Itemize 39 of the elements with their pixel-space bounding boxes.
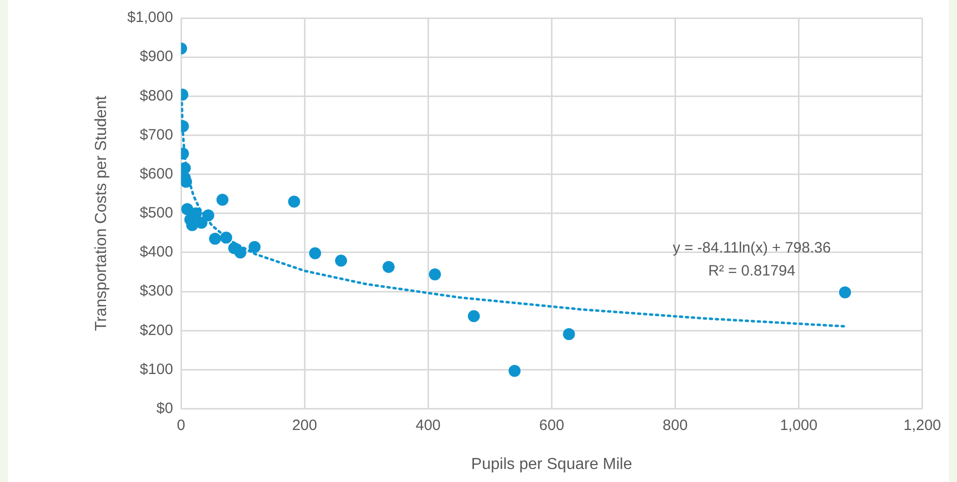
point — [216, 194, 228, 206]
y-tick-label: $1,000 — [127, 9, 174, 26]
x-tick-label: 800 — [662, 416, 688, 434]
y-tick-label: $600 — [140, 165, 174, 182]
x-tick-label: 400 — [416, 416, 441, 434]
point — [288, 196, 300, 208]
x-tick-label: 200 — [292, 416, 318, 434]
point — [382, 260, 395, 273]
x-axis-title: Pupils per Square Mile — [471, 456, 632, 473]
annotation: R² = 0.81794 — [708, 262, 796, 280]
y-tick-label: $200 — [140, 322, 174, 339]
y-tick-label: $400 — [140, 244, 174, 261]
y-tick-label: $300 — [140, 282, 174, 300]
x-tick-label: 1,000 — [780, 416, 818, 434]
point — [234, 246, 246, 258]
point — [248, 241, 261, 254]
point — [428, 268, 441, 280]
x-tick-label: 0 — [176, 416, 186, 434]
y-tick-label: $100 — [140, 360, 174, 378]
y-tick-label: $800 — [140, 87, 174, 104]
x-tick-label: 600 — [539, 416, 564, 434]
point — [209, 232, 222, 245]
x-tick-label: 1,200 — [903, 416, 942, 434]
y-tick-label: $0 — [156, 400, 174, 417]
point — [562, 328, 575, 340]
point — [220, 232, 232, 244]
y-tick-label: $500 — [140, 204, 174, 222]
point — [195, 216, 208, 229]
point — [202, 209, 214, 222]
point — [190, 207, 202, 220]
point — [309, 247, 322, 260]
annotation: y = -84.11ln(x) + 798.36 — [672, 240, 831, 257]
y-tick-label: $900 — [140, 48, 174, 66]
point — [468, 310, 480, 322]
point — [839, 286, 852, 298]
point — [335, 254, 348, 267]
y-tick-label: $700 — [140, 126, 174, 144]
point — [508, 364, 521, 377]
y-axis-title: Transportation Costs per Student — [93, 95, 110, 331]
